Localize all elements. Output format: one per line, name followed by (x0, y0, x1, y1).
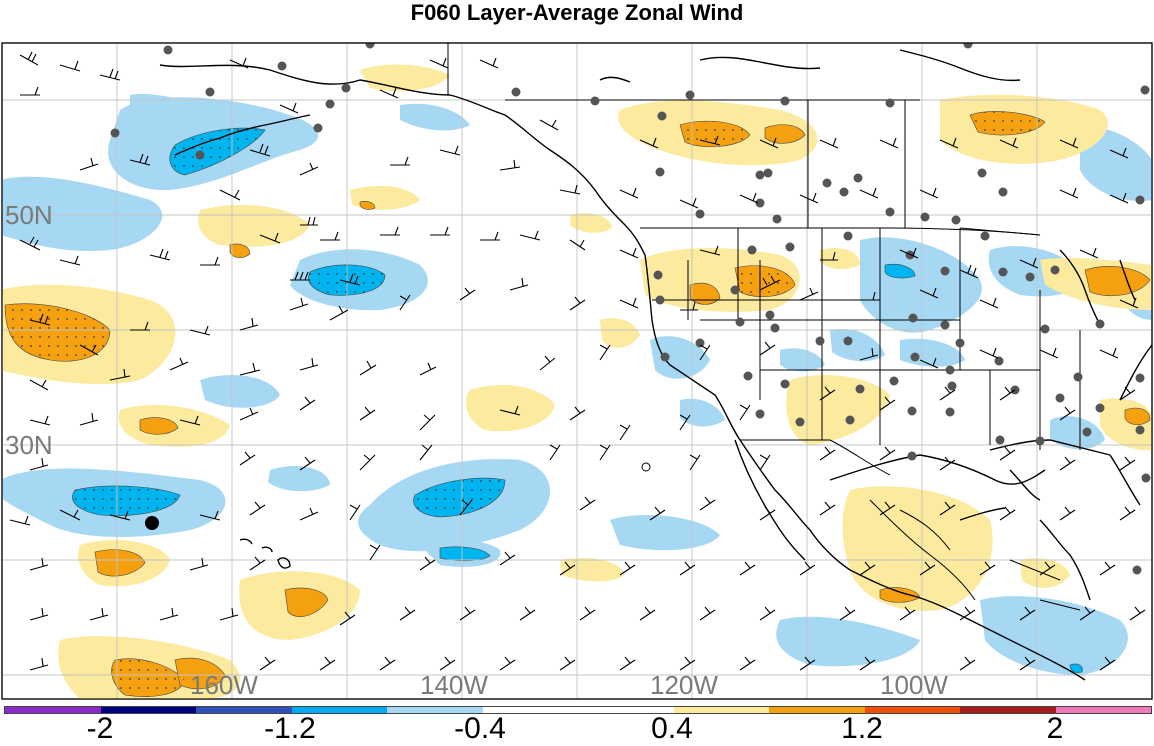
highlight-station (145, 516, 159, 530)
colorbar-swatch (291, 707, 387, 713)
colorbar-swatch (769, 707, 865, 713)
lon-label-160w: 160W (190, 670, 258, 700)
lon-label-140w: 140W (420, 670, 488, 700)
colorbar-label: 2 (1046, 712, 1064, 745)
station-markers (110, 43, 1151, 575)
colorbar-swatch (578, 707, 674, 713)
open-station (641, 462, 651, 472)
colorbar-swatch (864, 707, 960, 713)
colorbar-swatch (100, 707, 196, 713)
colorbar (4, 706, 1152, 714)
colorbar-label: -2 (86, 712, 114, 745)
lon-label-120w: 120W (650, 670, 718, 700)
colorbar-swatch (482, 707, 578, 713)
colorbar-swatch (1055, 707, 1151, 713)
colorbar-label: -0.4 (454, 712, 506, 745)
colorbar-label: -1.2 (264, 712, 316, 745)
lon-label-100w: 100W (880, 670, 948, 700)
colorbar-label: 1.2 (841, 712, 883, 745)
coastlines (159, 49, 1152, 681)
colorbar-swatch (5, 707, 101, 713)
colorbar-label: 0.4 (651, 712, 693, 745)
colorbar-swatch (673, 707, 769, 713)
colorbar-swatch (960, 707, 1056, 713)
colorbar-swatch (196, 707, 292, 713)
colorbar-swatch (387, 707, 483, 713)
wind-barbs (9, 51, 1146, 671)
lat-label-30n: 30N (5, 430, 53, 460)
map-title: F060 Layer-Average Zonal Wind (410, 0, 744, 25)
lat-label-50n: 50N (5, 200, 53, 230)
